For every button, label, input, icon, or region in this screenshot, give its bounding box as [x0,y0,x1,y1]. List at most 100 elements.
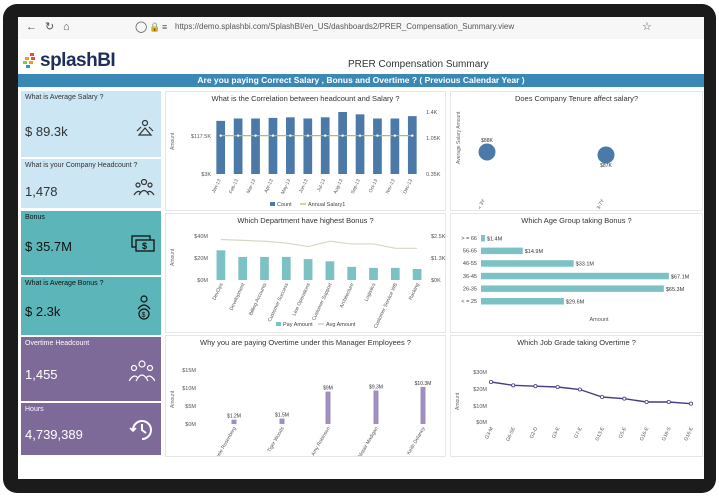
screen: ← ↻ ⌂ ◯ 🔒 ≡ https://demo.splashbi.com/Sp… [18,17,704,479]
kpi-average-salary[interactable]: What is Average Salary ? $ 89.3k [21,91,161,157]
legend-swatch [276,322,281,326]
bubble [478,143,496,161]
data-label: $14.9M [525,249,544,255]
line-point [511,383,516,388]
kpi-average-bonus[interactable]: What is Average Bonus ? $ 2.3k $ [21,277,161,335]
line-point [219,134,222,137]
x-tick-label: G16-E [639,426,651,442]
line-point [666,400,671,405]
department-bonus-chart: Amount $40M $20M $0M $2.5K $1.3K $0K DevOps Deve… [170,234,445,330]
dashboard-banner: Are you paying Correct Salary , Bonus an… [18,74,704,87]
kpi-headcount[interactable]: What is your Company Headcount ? 1,478 [21,159,161,208]
data-label: $33.1M [576,262,595,268]
chart-title: Which Job Grade taking Overtime ? [517,338,636,347]
kpi-value: 4,739,389 [25,427,83,442]
x-tick-label: G16-E [683,426,695,442]
data-label: $10.3M [415,381,432,387]
x-tick-label: Customer Service WB [373,282,400,330]
lock-icon: 🔒 [149,22,161,32]
bookmark-star-icon[interactable]: ☆ [642,21,652,33]
bar [216,250,226,280]
clock-history-icon [129,420,152,440]
app-logo[interactable]: splashBI [40,50,116,71]
bar [373,118,382,174]
x-tick-label: Sep-13 [350,178,362,195]
y-axis-label: Amount [170,248,176,266]
x-tick-label: Michele Rosenberg [211,426,238,456]
left-tick-label: $0M [476,420,487,426]
bar [260,256,269,280]
x-tick-label: Mar-13 [245,178,257,195]
bar [268,117,278,174]
right-tick-label: $0K [431,278,441,284]
bar [412,269,422,280]
dashboard-title: PRER Compensation Summary [348,59,489,70]
data-label: $1.5M [275,413,289,419]
line-point [271,134,275,137]
back-icon[interactable]: ← [26,21,37,33]
bar [286,117,295,174]
data-label: $67.1M [671,274,690,280]
line-point [376,134,379,137]
left-tick-label: $5M [185,404,196,410]
bar [355,114,365,174]
jobgrade-overtime-panel: Which Job Grade taking Overtime ? Amount… [450,335,703,457]
data-label: $88K [481,138,493,144]
data-label: $1.4M [487,237,503,243]
left-tick-label: $3K [201,172,211,178]
kpi-value: $ 89.3k [25,124,68,139]
x-tick-label: Jan-13 [211,178,223,194]
bar [303,259,313,280]
data-label: $29.6M [566,300,585,306]
x-tick-label: Oct-13 [368,178,380,194]
line-point [644,400,649,405]
kpi-value: $ 2.3k [25,304,61,319]
data-label: $9M [323,386,333,392]
permissions-icon[interactable]: ≡ [162,22,168,32]
y-tick-label: > = 66 [461,236,477,242]
manager-overtime-panel: Why you are paying Overtime under this M… [165,335,446,457]
tenure-salary-panel: Does Company Tenure affect salary? Avera… [450,91,703,211]
kpi-hours[interactable]: Hours 4,739,389 [21,403,161,455]
x-tick-label: G2-D [529,426,540,440]
y-axis-label: Amount [170,390,176,408]
kpi-value: 1,478 [25,184,58,199]
x-tick-label: < 3Y [477,198,487,210]
salary-growth-icon [136,119,154,136]
bar [390,267,400,280]
kpi-bonus[interactable]: Bonus $ 35.7M $ [21,211,161,275]
left-tick-label: $40M [194,234,208,240]
legend-label: Count [277,202,292,208]
home-icon[interactable]: ⌂ [63,21,70,33]
x-tick-label: 3-7Y [596,198,606,210]
y-tick-label: 36-45 [463,274,477,280]
bar [369,267,378,280]
department-bonus-panel: Which Department have highest Bonus ? Am… [165,213,446,333]
right-tick-label: 0.35K [426,172,441,178]
x-tick-label: G3-E [551,426,562,440]
bubble [597,146,615,164]
x-tick-label: Keith Delaney [406,426,427,456]
line-point [555,385,560,390]
kpi-overtime-headcount[interactable]: Overtime Headcount 1,455 [21,337,161,401]
left-tick-label: $30M [473,370,487,376]
kpi-label: What is your Company Headcount ? [25,162,138,169]
reload-icon[interactable]: ↻ [45,21,55,33]
series-line [490,381,692,405]
bar [347,266,357,280]
line-point [289,134,292,137]
x-tick-label: Billing Accounts [248,282,268,317]
x-tick-label: G5-E [618,426,629,440]
x-tick-label: Line Operations [292,282,313,317]
people-group-icon [133,178,155,196]
bar [303,118,313,174]
kpi-label: Overtime Headcount [25,340,90,347]
bar [279,418,285,424]
kpi-label: Bonus [25,214,45,221]
data-label: $87K [600,163,612,169]
bar [407,116,417,174]
left-tick-label: $0M [197,278,208,284]
address-bar[interactable]: https://demo.splashbi.com/SplashBI/en_US… [175,22,515,31]
line-point [533,384,538,389]
